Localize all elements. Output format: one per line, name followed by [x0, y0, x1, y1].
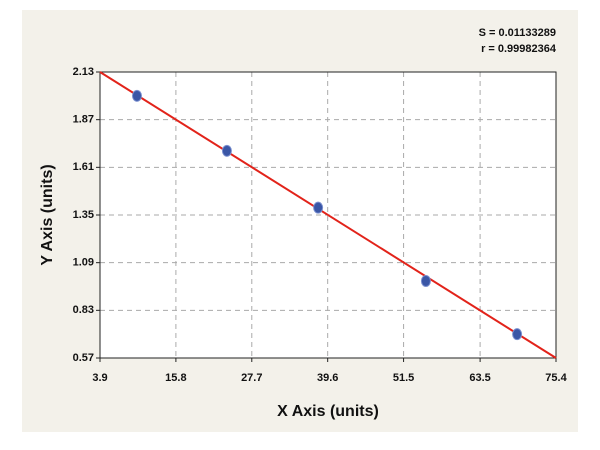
x-tick-label: 75.4	[545, 372, 567, 384]
point	[131, 89, 142, 102]
annotation: S = 0.01133289	[479, 27, 556, 39]
x-tick-label: 51.5	[393, 372, 414, 384]
annotation: r = 0.99982364	[481, 43, 557, 55]
x-tick-label: 15.8	[165, 372, 186, 384]
y-tick-label: 1.09	[73, 257, 94, 269]
y-tick-label: 1.61	[73, 161, 94, 173]
x-tick-label: 63.5	[469, 372, 490, 384]
fit-line	[99, 71, 557, 359]
point	[221, 144, 232, 157]
x-tick-label: 3.9	[92, 372, 107, 384]
x-axis-label: X Axis (units)	[277, 403, 379, 420]
y-tick-label: 1.35	[73, 209, 94, 221]
point	[313, 201, 324, 214]
point	[420, 275, 431, 287]
y-axis-label: Y Axis (units)	[39, 164, 56, 265]
x-tick-label: 39.6	[317, 372, 338, 384]
y-tick-label: 2.13	[73, 66, 94, 78]
point	[512, 328, 523, 341]
y-tick-label: 0.57	[73, 352, 94, 364]
y-tick-label: 1.87	[73, 114, 94, 126]
x-tick-label: 27.7	[241, 372, 262, 384]
y-tick-label: 0.83	[73, 304, 94, 316]
